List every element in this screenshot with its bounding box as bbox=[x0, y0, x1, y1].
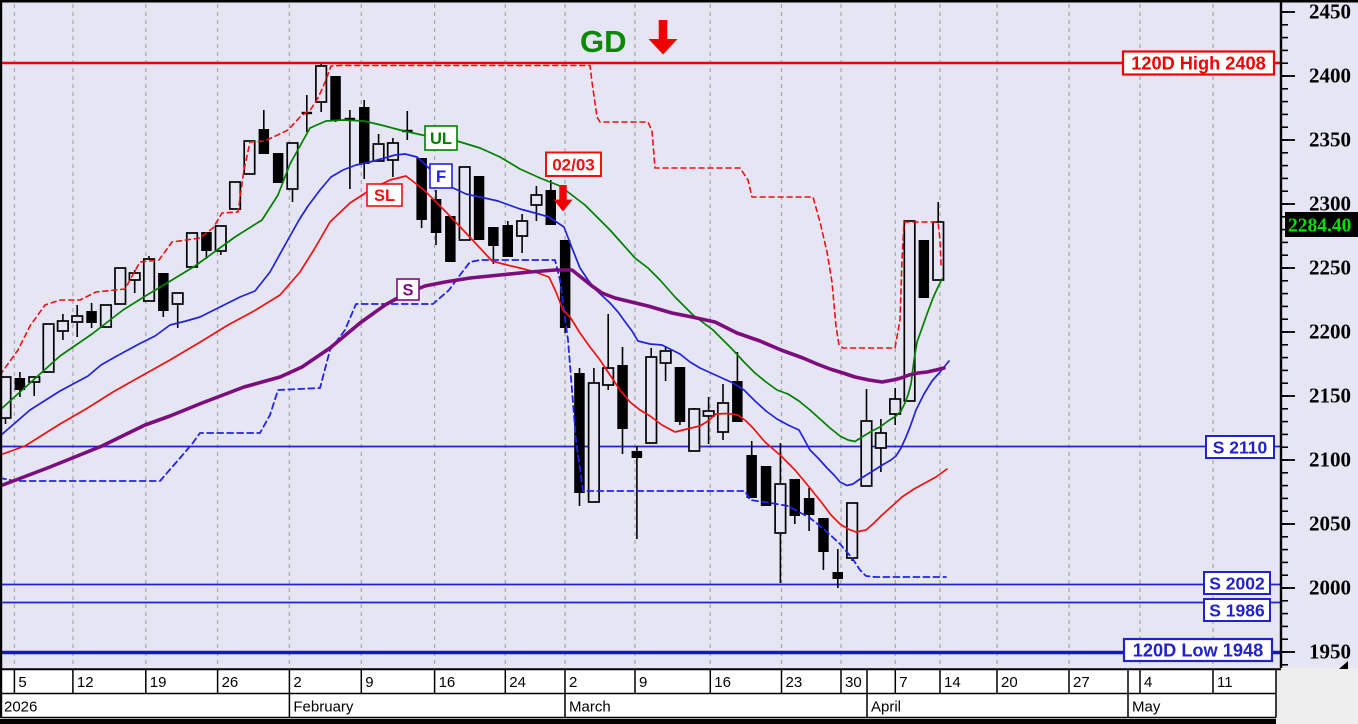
svg-text:March: March bbox=[569, 699, 611, 716]
svg-text:2250: 2250 bbox=[1309, 256, 1351, 280]
svg-text:24: 24 bbox=[509, 674, 526, 691]
svg-text:16: 16 bbox=[714, 674, 731, 691]
svg-text:1950: 1950 bbox=[1309, 640, 1351, 664]
svg-text:23: 23 bbox=[786, 674, 803, 691]
svg-text:19: 19 bbox=[150, 674, 167, 691]
svg-text:2200: 2200 bbox=[1309, 320, 1351, 344]
svg-text:UL: UL bbox=[430, 130, 452, 148]
svg-text:2300: 2300 bbox=[1309, 192, 1351, 216]
svg-text:2: 2 bbox=[293, 674, 301, 691]
svg-text:30: 30 bbox=[845, 674, 862, 691]
svg-text:2284.40: 2284.40 bbox=[1288, 216, 1351, 237]
svg-text:S 1986: S 1986 bbox=[1209, 600, 1265, 620]
svg-text:2150: 2150 bbox=[1309, 384, 1351, 408]
svg-text:2350: 2350 bbox=[1309, 128, 1351, 152]
svg-text:7: 7 bbox=[899, 674, 907, 691]
svg-text:5: 5 bbox=[18, 674, 26, 691]
svg-text:SL: SL bbox=[374, 187, 395, 205]
svg-text:02/03: 02/03 bbox=[552, 155, 595, 174]
svg-text:2100: 2100 bbox=[1309, 448, 1351, 472]
svg-text:26: 26 bbox=[222, 674, 239, 691]
svg-text:S: S bbox=[402, 281, 413, 299]
svg-text:2050: 2050 bbox=[1309, 512, 1351, 536]
svg-text:S 2002: S 2002 bbox=[1209, 573, 1265, 593]
svg-text:4: 4 bbox=[1144, 674, 1152, 691]
svg-text:GD: GD bbox=[580, 24, 627, 59]
svg-text:9: 9 bbox=[365, 674, 373, 691]
svg-text:14: 14 bbox=[944, 674, 961, 691]
svg-text:April: April bbox=[871, 699, 901, 716]
svg-text:11: 11 bbox=[1217, 674, 1233, 691]
svg-text:12: 12 bbox=[77, 674, 94, 691]
svg-text:120D Low 1948: 120D Low 1948 bbox=[1133, 641, 1263, 661]
svg-text:2: 2 bbox=[569, 674, 577, 691]
svg-text:May: May bbox=[1132, 699, 1161, 716]
svg-text:16: 16 bbox=[439, 674, 456, 691]
svg-text:2000: 2000 bbox=[1309, 576, 1351, 600]
svg-text:F: F bbox=[436, 168, 446, 186]
svg-text:2026: 2026 bbox=[4, 699, 37, 716]
svg-text:2400: 2400 bbox=[1309, 64, 1351, 88]
svg-text:120D High 2408: 120D High 2408 bbox=[1131, 54, 1265, 74]
svg-text:20: 20 bbox=[1001, 674, 1018, 691]
svg-text:2450: 2450 bbox=[1309, 0, 1351, 24]
svg-text:9: 9 bbox=[639, 674, 647, 691]
svg-text:S 2110: S 2110 bbox=[1213, 437, 1268, 457]
svg-text:February: February bbox=[293, 699, 354, 716]
svg-text:27: 27 bbox=[1073, 674, 1090, 691]
